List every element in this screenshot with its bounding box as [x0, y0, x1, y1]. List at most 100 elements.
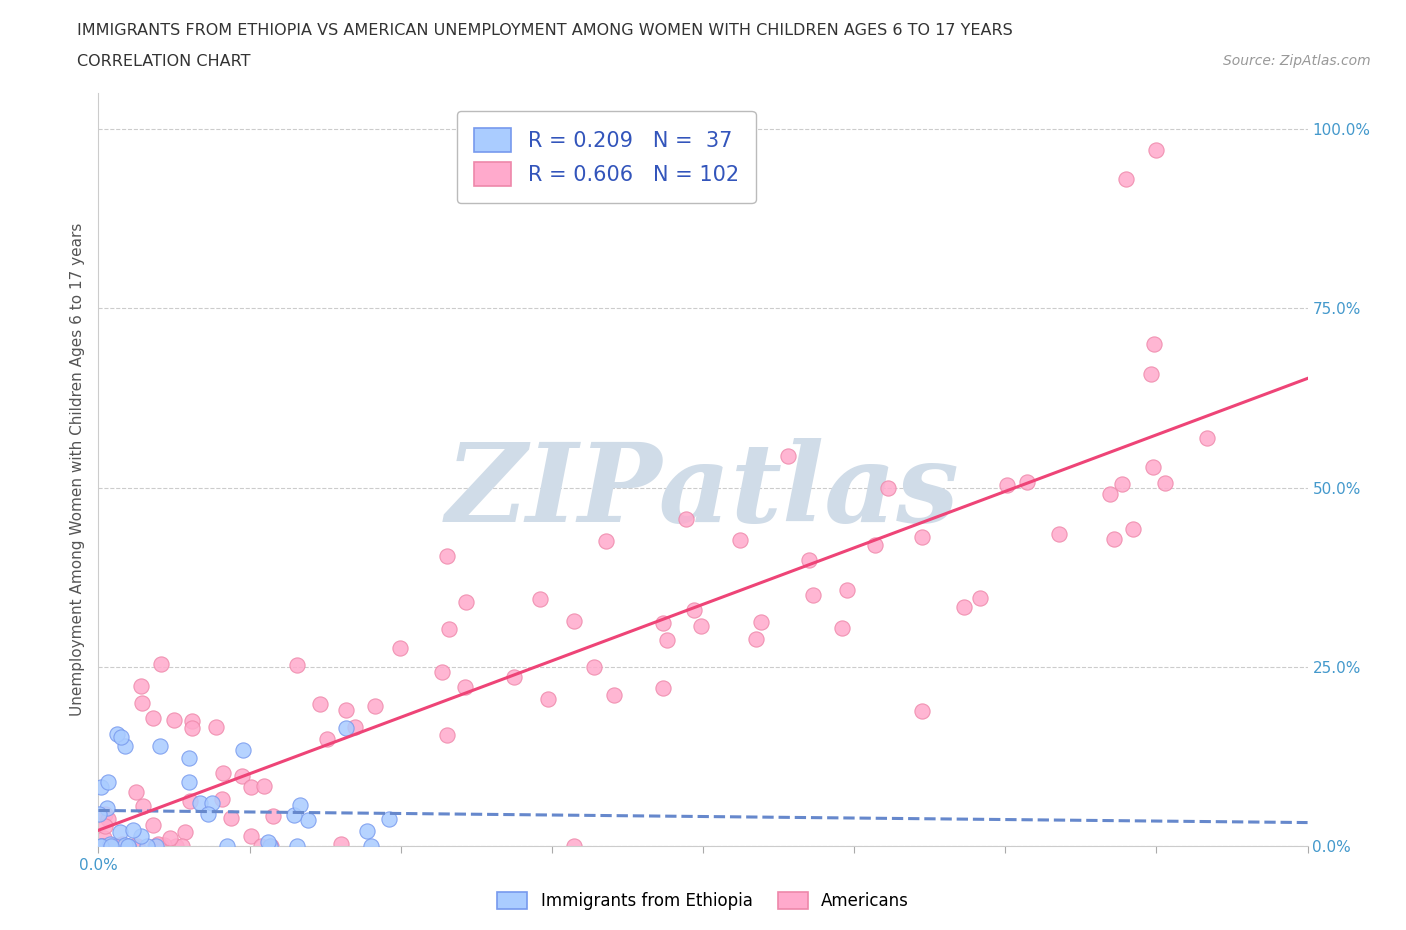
Point: [100, 839, 122, 854]
Point: [969, 591, 991, 605]
Point: [115, 839, 138, 854]
Point: [953, 600, 976, 615]
Point: [257, 835, 280, 850]
Point: [179, 793, 201, 808]
Point: [1140, 366, 1163, 381]
Point: [122, 822, 145, 837]
Point: [131, 829, 153, 844]
Point: [117, 839, 139, 854]
Point: [682, 603, 704, 618]
Text: CORRELATION CHART: CORRELATION CHART: [77, 54, 250, 69]
Point: [105, 839, 128, 854]
Point: [131, 798, 153, 813]
Point: [188, 796, 211, 811]
Point: [148, 837, 170, 852]
Point: [180, 713, 202, 728]
Point: [110, 729, 132, 744]
Point: [97, 812, 120, 827]
Point: [205, 720, 228, 735]
Point: [131, 696, 153, 711]
Point: [94, 807, 117, 822]
Point: [335, 721, 357, 736]
Point: [180, 720, 202, 735]
Point: [163, 712, 186, 727]
Point: [651, 681, 673, 696]
Point: [197, 806, 219, 821]
Point: [259, 839, 281, 854]
Point: [131, 679, 153, 694]
Point: [1104, 532, 1126, 547]
Point: [1143, 337, 1166, 352]
Point: [89, 807, 111, 822]
Text: ZIPatlas: ZIPatlas: [446, 439, 960, 546]
Point: [911, 530, 934, 545]
Point: [335, 702, 357, 717]
Point: [114, 838, 136, 853]
Point: [529, 591, 551, 606]
Point: [652, 616, 675, 631]
Point: [114, 739, 136, 754]
Point: [142, 817, 165, 832]
Point: [749, 615, 772, 630]
Point: [98, 837, 121, 852]
Point: [94, 818, 117, 833]
Point: [831, 620, 853, 635]
Point: [1047, 527, 1070, 542]
Point: [437, 622, 460, 637]
Point: [91, 839, 114, 854]
Point: [330, 836, 353, 851]
Point: [91, 839, 114, 854]
Legend: R = 0.209   N =  37, R = 0.606   N = 102: R = 0.209 N = 37, R = 0.606 N = 102: [457, 111, 755, 203]
Point: [562, 613, 585, 628]
Point: [1098, 486, 1121, 501]
Point: [219, 810, 242, 825]
Point: [231, 768, 253, 783]
Point: [863, 538, 886, 552]
Point: [173, 824, 195, 839]
Point: [1154, 475, 1177, 490]
Point: [97, 775, 120, 790]
Point: [287, 658, 309, 672]
Point: [93, 830, 115, 845]
Point: [179, 774, 201, 789]
Point: [150, 657, 173, 671]
Text: Source: ZipAtlas.com: Source: ZipAtlas.com: [1223, 54, 1371, 68]
Point: [159, 830, 181, 845]
Point: [835, 582, 858, 597]
Point: [165, 839, 187, 854]
Point: [101, 839, 124, 854]
Point: [283, 807, 305, 822]
Point: [1115, 172, 1137, 187]
Point: [430, 665, 453, 680]
Point: [288, 798, 311, 813]
Point: [675, 512, 697, 526]
Point: [127, 839, 149, 854]
Point: [603, 688, 626, 703]
Point: [153, 838, 176, 853]
Point: [315, 731, 337, 746]
Point: [657, 633, 679, 648]
Point: [117, 839, 139, 854]
Point: [201, 796, 224, 811]
Point: [110, 824, 132, 839]
Point: [240, 829, 263, 844]
Point: [389, 641, 412, 656]
Point: [562, 839, 585, 854]
Point: [436, 727, 458, 742]
Point: [728, 532, 751, 547]
Point: [260, 839, 283, 854]
Point: [1142, 459, 1164, 474]
Legend: Immigrants from Ethiopia, Americans: Immigrants from Ethiopia, Americans: [491, 885, 915, 917]
Point: [595, 534, 617, 549]
Point: [232, 742, 254, 757]
Point: [1197, 431, 1219, 445]
Point: [745, 631, 768, 646]
Point: [172, 839, 194, 854]
Point: [801, 588, 824, 603]
Point: [96, 801, 118, 816]
Point: [356, 824, 378, 839]
Point: [309, 697, 332, 711]
Point: [149, 738, 172, 753]
Point: [90, 839, 112, 854]
Point: [250, 839, 273, 854]
